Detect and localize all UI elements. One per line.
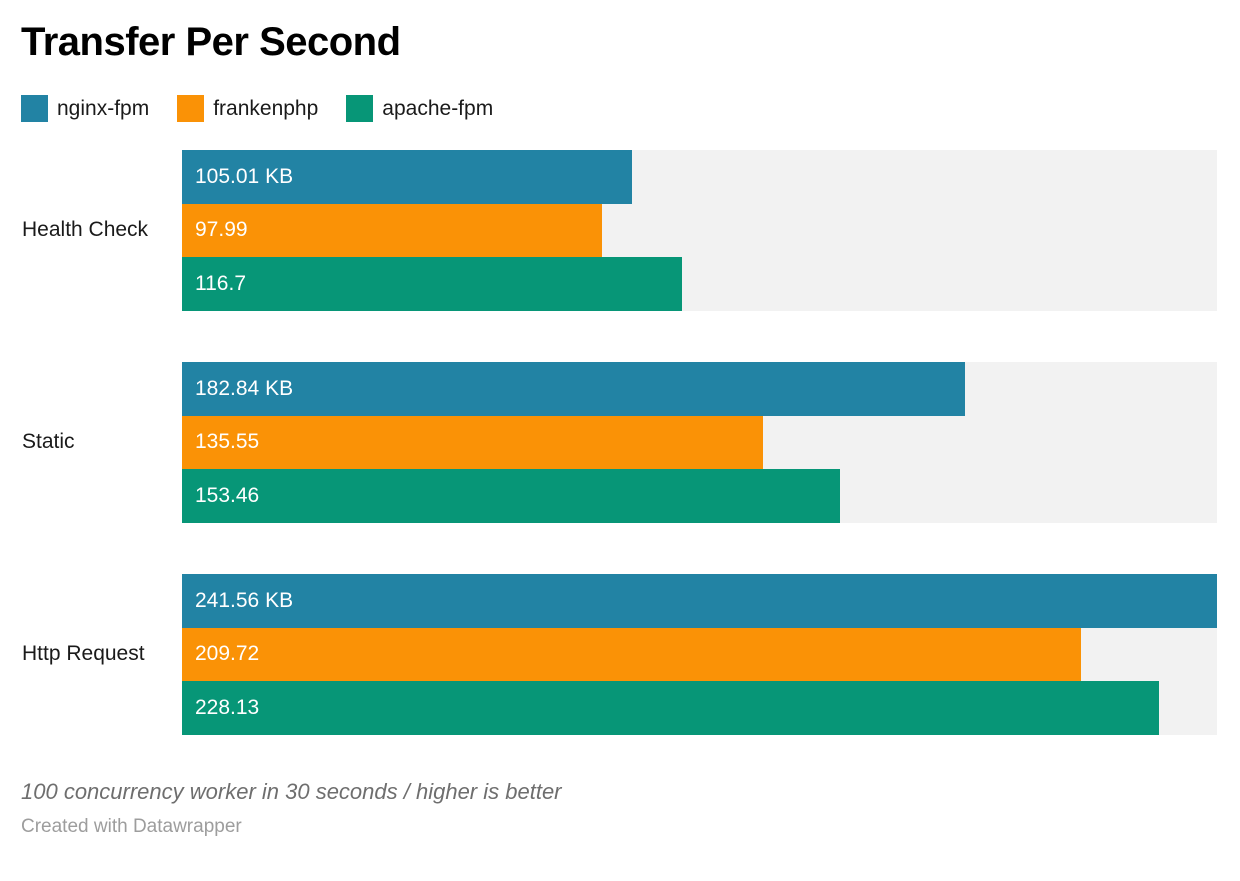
bar-nginx-fpm — [182, 150, 632, 204]
legend-item-nginx-fpm: nginx-fpm — [21, 95, 149, 122]
legend-label: nginx-fpm — [57, 97, 150, 120]
legend-swatch-icon — [346, 95, 374, 122]
category-group-1: Static 182.84 KB 135.55 153.46 — [21, 361, 1217, 523]
bar-track: 105.01 KB — [182, 150, 1217, 204]
category-group-2: Http Request 241.56 KB 209.72 228.13 — [21, 573, 1217, 735]
bar-apache-fpm — [182, 469, 840, 523]
bar-track: 116.7 — [182, 257, 1217, 311]
bar-apache-fpm — [182, 257, 683, 311]
bar-frankenphp — [182, 415, 763, 470]
bar-frankenphp — [182, 627, 1081, 682]
category-label: Static — [22, 430, 75, 454]
bar-track: 241.56 KB — [182, 573, 1217, 628]
legend-item-apache-fpm: apache-fpm — [346, 95, 493, 122]
bar-value-label: 209.72 — [195, 642, 260, 666]
bar-value-label: 241.56 KB — [195, 588, 294, 612]
legend-swatch-icon — [21, 95, 48, 122]
legend-item-frankenphp: frankenphp — [177, 95, 318, 122]
bar-nginx-fpm — [182, 361, 966, 416]
bar-track: 153.46 — [182, 469, 1217, 523]
chart-page: Transfer Per Second nginx-fpm frankenphp a… — [0, 21, 1240, 881]
legend-swatch-icon — [177, 95, 205, 122]
chart-note: 100 concurrency worker in 30 seconds / h… — [21, 778, 562, 804]
legend: nginx-fpm frankenphp apache-fpm — [21, 95, 1219, 122]
bar-frankenphp — [182, 203, 602, 258]
datawrapper-credit: Created with Datawrapper — [21, 815, 242, 837]
category-label: Health Check — [22, 218, 149, 242]
bar-value-label: 135.55 — [195, 430, 260, 454]
bar-track: 97.99 — [182, 203, 1217, 258]
bar-value-label: 105.01 KB — [195, 164, 294, 188]
legend-label: apache-fpm — [382, 97, 494, 120]
category-group-0: Health Check 105.01 KB 97.99 116.7 — [21, 150, 1217, 311]
bar-value-label: 153.46 — [195, 484, 260, 508]
bar-stack: 241.56 KB 209.72 228.13 — [182, 573, 1217, 735]
bar-apache-fpm — [182, 681, 1160, 735]
bar-value-label: 182.84 KB — [195, 376, 294, 400]
bar-value-label: 97.99 — [195, 218, 248, 242]
bar-stack: 105.01 KB 97.99 116.7 — [182, 150, 1217, 311]
category-label: Http Request — [22, 642, 145, 666]
bar-track: 182.84 KB — [182, 361, 1217, 416]
bar-chart: Health Check 105.01 KB 97.99 116.7 Static 182… — [0, 150, 1240, 735]
bar-track: 135.55 — [182, 415, 1217, 470]
bar-stack: 182.84 KB 135.55 153.46 — [182, 361, 1217, 523]
bar-track: 228.13 — [182, 681, 1217, 735]
legend-label: frankenphp — [213, 97, 319, 120]
bar-nginx-fpm — [182, 573, 1217, 628]
bar-value-label: 116.7 — [195, 272, 246, 296]
chart-title: Transfer Per Second — [21, 20, 401, 64]
bar-track: 209.72 — [182, 627, 1217, 682]
bar-value-label: 228.13 — [195, 696, 260, 720]
